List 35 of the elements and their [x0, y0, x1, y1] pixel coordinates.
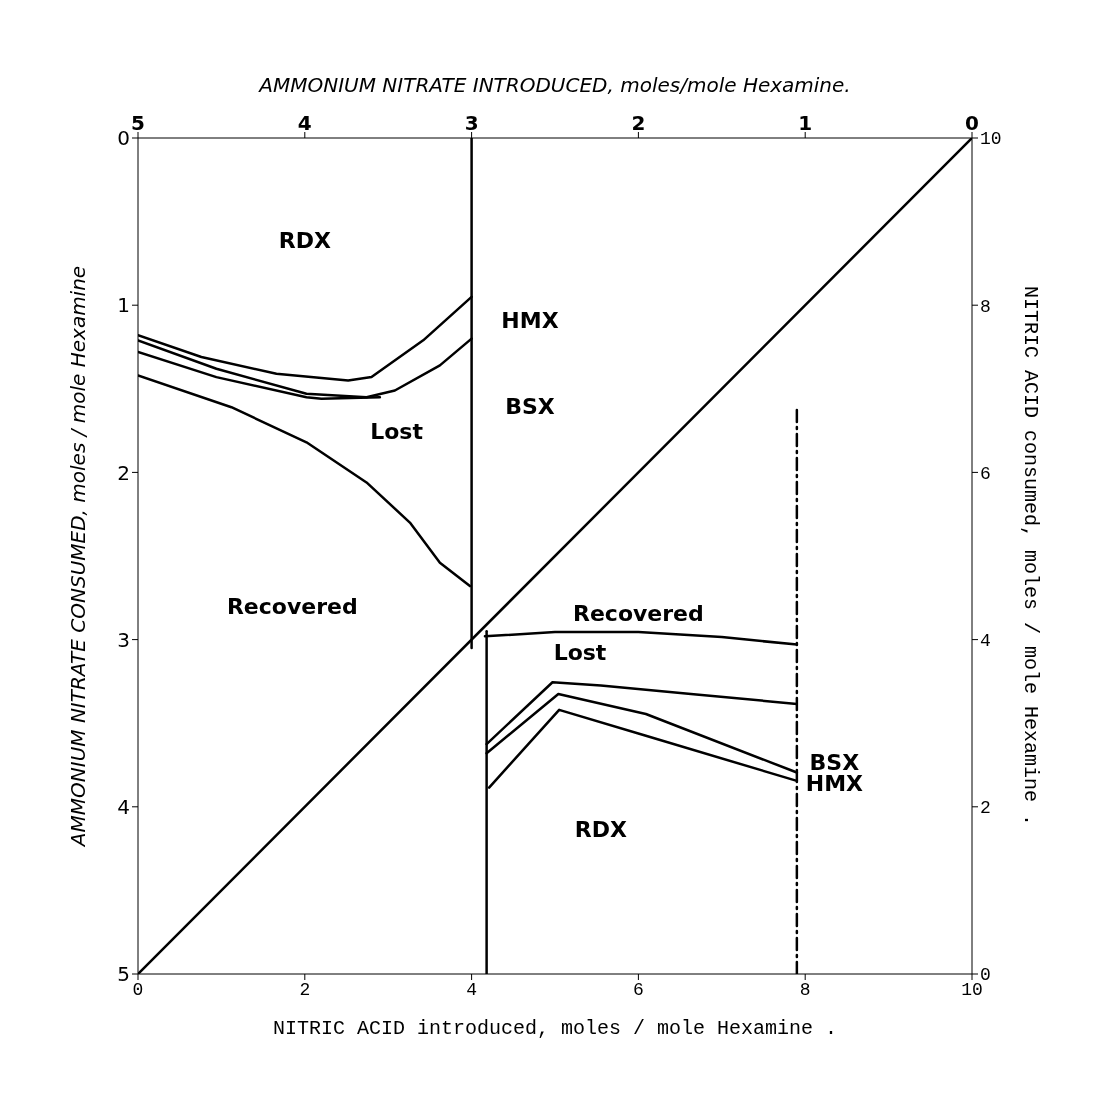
- y-tick-label: 0: [117, 126, 130, 151]
- x2-tick-label: 1: [798, 111, 813, 135]
- annotation: HMX: [501, 307, 559, 333]
- x-tick-label: 0: [132, 979, 144, 1000]
- y-tick-label: 3: [117, 627, 130, 652]
- x2-tick-label: 2: [631, 111, 646, 135]
- annotation: Lost: [370, 418, 423, 444]
- y2-tick-label: 8: [980, 296, 991, 317]
- annotation: Recovered: [572, 600, 704, 626]
- annotation: Recovered: [226, 593, 358, 619]
- x-tick-label: 4: [466, 979, 478, 1000]
- x-tick-label: 10: [961, 979, 983, 1000]
- y2-tick-label: 0: [980, 965, 991, 986]
- y-tick-label: 1: [117, 293, 130, 318]
- y2-tick-label: 6: [980, 463, 991, 484]
- x-tick-label: 2: [299, 979, 311, 1000]
- y-tick-label: 5: [117, 962, 130, 987]
- annotation: Lost: [553, 639, 607, 665]
- annotation: RDX: [574, 816, 627, 842]
- x-tick-label: 6: [632, 979, 644, 1000]
- y-tick-label: 4: [117, 794, 130, 819]
- y2-axis-title: NITRIC ACID consumed, moles / mole Hexamine .: [1018, 285, 1042, 827]
- x-axis-title: NITRIC ACID introduced, moles / mole Hexamine .: [272, 1017, 838, 1040]
- y2-tick-label: 2: [980, 798, 991, 819]
- x2-axis-title: AMMONIUM NITRATE INTRODUCED, moles/mole Hexamine.: [257, 73, 851, 98]
- annotation: RDX: [278, 227, 331, 253]
- annotation: BSX: [505, 393, 555, 419]
- y2-tick-label: 10: [980, 129, 1002, 150]
- y-tick-label: 2: [117, 460, 130, 485]
- x-tick-label: 8: [799, 979, 811, 1000]
- y2-tick-label: 4: [980, 630, 991, 651]
- x2-tick-label: 0: [965, 111, 979, 135]
- x2-tick-label: 4: [297, 111, 312, 135]
- y-axis-title: AMMONIUM NITRATE CONSUMED, moles / mole Hexamine: [66, 265, 91, 849]
- x2-tick-label: 3: [464, 111, 479, 135]
